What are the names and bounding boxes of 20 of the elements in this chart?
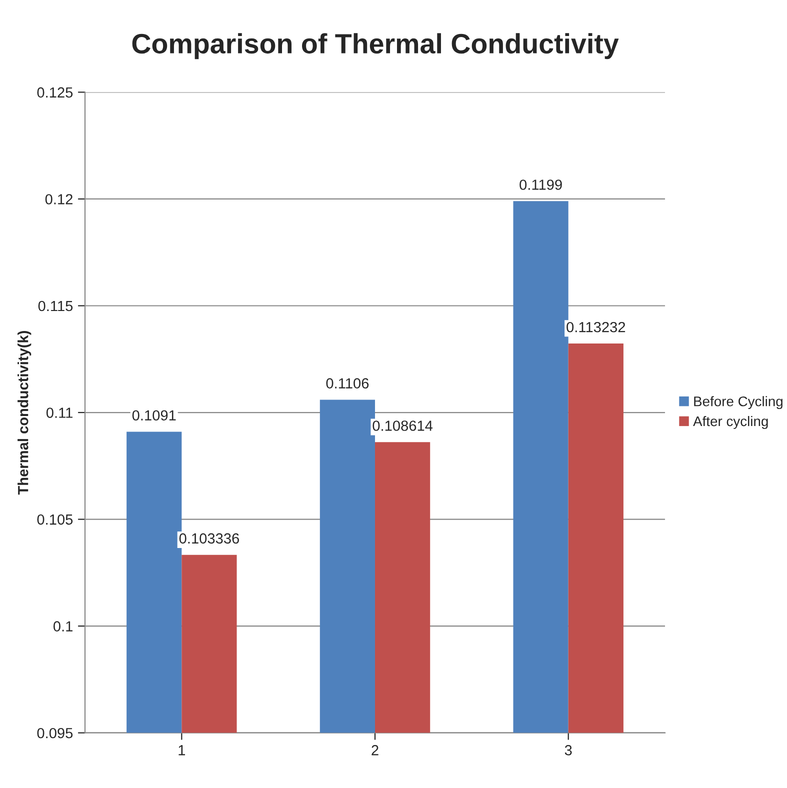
data-label: 0.1199 (520, 180, 562, 190)
data-label: 0.103336 (179, 533, 239, 544)
x-tick-label: 3 (564, 745, 572, 756)
data-label: 0.1106 (326, 378, 369, 388)
y-tick-label: 0.095 (37, 728, 73, 738)
y-axis-title: Thermal conductivity(k) (18, 330, 32, 495)
data-label: 0.113232 (566, 322, 626, 332)
y-tick-label: 0.1 (53, 621, 72, 632)
data-label: 0.1091 (132, 410, 176, 421)
y-tick-label: 0.125 (37, 87, 73, 98)
y-tick-label: 0.115 (38, 300, 73, 312)
legend-label: After cycling (693, 416, 768, 429)
legend-label: Before Cycling (694, 396, 782, 410)
y-tick-label: 0.105 (37, 514, 73, 525)
chart-title: Comparison of Thermal Conductivity (132, 33, 619, 60)
data-label: 0.108614 (372, 420, 433, 431)
y-tick-label: 0.12 (45, 194, 72, 204)
x-tick-label: 1 (178, 745, 186, 756)
x-tick-label: 2 (372, 745, 378, 756)
y-tick-label: 0.11 (46, 408, 72, 418)
